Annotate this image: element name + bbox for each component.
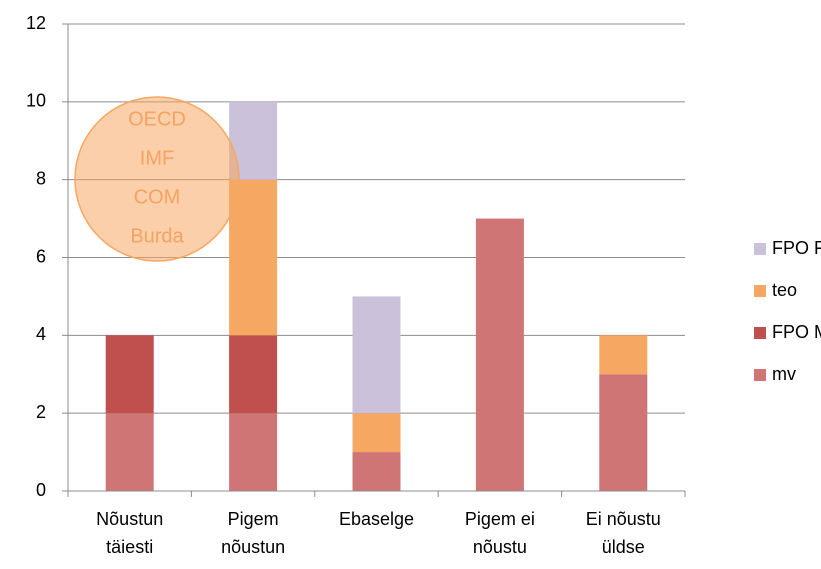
bar-segment [352, 452, 401, 491]
bar-segment [475, 218, 524, 492]
bar-segment [229, 179, 278, 336]
legend-label: mv [772, 364, 796, 384]
bar-segment [352, 413, 401, 453]
annotation-text: IMF [140, 147, 174, 169]
y-tick-label: 2 [36, 402, 46, 422]
bar-segment [105, 335, 154, 414]
y-tick-label: 8 [36, 168, 46, 188]
y-tick-label: 6 [36, 246, 46, 266]
y-tick-label: 12 [26, 13, 46, 33]
legend-label: FPO F [772, 238, 821, 258]
legend-swatch [754, 327, 766, 339]
x-tick-label: Pigem nõustun [221, 509, 285, 557]
bar-segment [229, 413, 278, 491]
y-tick-label: 4 [36, 324, 46, 344]
x-tick-label: Ebaselge [339, 509, 414, 529]
bar-segment [105, 413, 154, 491]
annotation-text: Burda [130, 225, 184, 247]
annotation-circle [74, 96, 240, 262]
legend-swatch [754, 285, 766, 297]
x-tick-label: Ei nõustu üldse [586, 509, 661, 557]
bar-segment [352, 296, 401, 414]
y-tick-label: 0 [36, 480, 46, 500]
legend-swatch [754, 243, 766, 255]
bar-segment [229, 335, 278, 414]
legend-label: teo [772, 280, 797, 300]
legend-label: FPO M [772, 322, 821, 342]
x-tick-label: Pigem ei nõustu [465, 509, 535, 557]
y-tick-label: 10 [26, 91, 46, 111]
legend-swatch [754, 369, 766, 381]
bar-segment [599, 335, 648, 375]
annotation-text: OECD [128, 108, 186, 130]
annotation-text: COM [134, 186, 181, 208]
x-tick-label: Nõustun täiesti [96, 509, 163, 557]
bar-segment [599, 374, 648, 491]
